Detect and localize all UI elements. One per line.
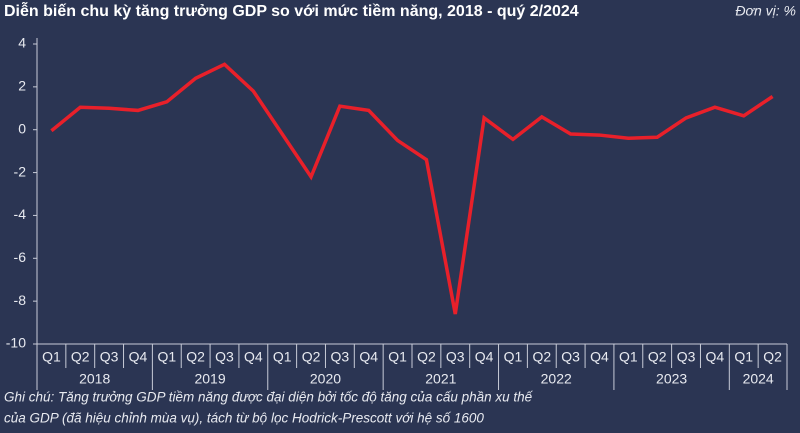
group-label: 2020 — [310, 371, 341, 387]
group-label: 2021 — [425, 371, 456, 387]
x-tick-label: Q4 — [129, 349, 148, 365]
y-tick-label: -8 — [14, 292, 27, 308]
x-tick-label: Q1 — [619, 349, 638, 365]
y-tick-label: -6 — [14, 249, 27, 265]
x-tick-label: Q3 — [677, 349, 696, 365]
x-tick-label: Q4 — [706, 349, 725, 365]
x-tick-label: Q2 — [417, 349, 436, 365]
x-tick-label: Q2 — [302, 349, 321, 365]
group-label: 2018 — [79, 371, 110, 387]
y-tick-label: 4 — [18, 35, 26, 51]
x-tick-label: Q2 — [648, 349, 667, 365]
x-tick-label: Q1 — [157, 349, 176, 365]
x-tick-label: Q1 — [273, 349, 292, 365]
group-label: 2019 — [194, 371, 225, 387]
note: của GDP (đã hiệu chỉnh mùa vụ), tách từ … — [4, 411, 484, 426]
unit-label: Đơn vị: % — [735, 3, 796, 19]
x-tick-label: Q1 — [504, 349, 523, 365]
x-tick-label: Q3 — [100, 349, 119, 365]
y-tick-label: 0 — [18, 120, 26, 136]
x-tick-label: Q4 — [590, 349, 609, 365]
x-tick-label: Q1 — [388, 349, 407, 365]
x-tick-label: Q3 — [215, 349, 234, 365]
data-line — [50, 62, 774, 315]
y-tick-label: -10 — [6, 335, 26, 351]
x-tick-label: Q2 — [763, 349, 782, 365]
x-tick-label: Q2 — [71, 349, 90, 365]
x-tick-label: Q1 — [734, 349, 753, 365]
group-label: 2022 — [541, 371, 572, 387]
group-label: 2023 — [656, 371, 687, 387]
x-tick-label: Q1 — [42, 349, 61, 365]
y-tick-label: -4 — [14, 206, 27, 222]
note: Ghi chú: Tăng trưởng GDP tiềm năng được … — [4, 390, 534, 405]
y-tick-label: -2 — [14, 163, 27, 179]
chart-title: Diễn biến chu kỳ tăng trưởng GDP so với … — [4, 1, 579, 20]
x-tick-label: Q3 — [331, 349, 350, 365]
x-tick-label: Q2 — [532, 349, 551, 365]
x-tick-label: Q3 — [561, 349, 580, 365]
x-tick-label: Q4 — [244, 349, 263, 365]
x-tick-label: Q2 — [186, 349, 205, 365]
x-tick-label: Q4 — [359, 349, 378, 365]
x-tick-label: Q4 — [475, 349, 494, 365]
y-tick-label: 2 — [18, 78, 26, 94]
x-tick-label: Q3 — [446, 349, 465, 365]
group-label: 2024 — [743, 371, 774, 387]
